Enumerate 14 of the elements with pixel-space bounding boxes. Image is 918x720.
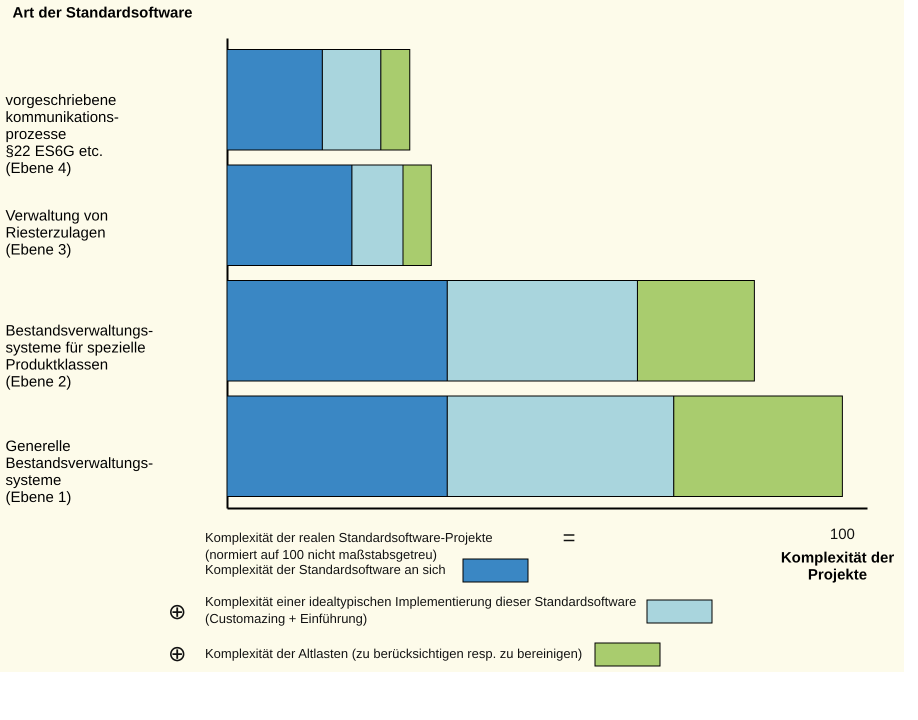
- y-tick-label: Generelle Bestandsverwaltungs- systeme (Ebene 1): [6, 438, 154, 506]
- y-axis-title: Art der Standardsoftware: [12, 4, 193, 22]
- text: ⊕: [168, 599, 186, 624]
- legend-label: Komplexität der Standardsoftware an sich: [205, 562, 446, 577]
- y-tick-label: Verwaltung von Riesterzulagen (Ebene 3): [6, 207, 108, 258]
- x-axis-title: Komplexität der Projekte: [780, 550, 894, 584]
- text: ⊕: [168, 641, 186, 666]
- y-tick-label: Bestandsverwaltungs- systeme für spezielle Produktklassen (Ebene 2): [6, 322, 154, 391]
- legend-label: Komplexität einer idealtypischen Implementierung dieser Standardsoftware (Customazing + Einführung): [205, 594, 636, 626]
- legend-label: Komplexität der Altlasten (zu berücksichtigen resp. zu bereinigen): [205, 646, 582, 661]
- text: 100: [830, 526, 855, 543]
- text: Komplexität der realen Standardsoftware-Projekte (normiert auf 100 nicht maßstabsgetreu): [205, 530, 493, 562]
- text: =: [562, 525, 576, 550]
- y-tick-label: vorgeschriebene kommunikations- prozesse §22 ES6G etc. (Ebene 4): [6, 92, 119, 177]
